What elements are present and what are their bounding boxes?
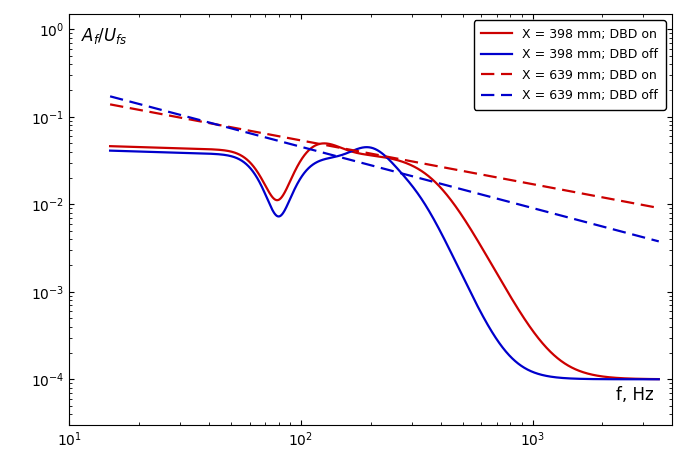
X = 398 mm; DBD on	[639, 376, 647, 382]
X = 398 mm; DBD off	[134, 149, 142, 154]
Line: X = 398 mm; DBD on: X = 398 mm; DBD on	[110, 143, 659, 379]
X = 398 mm; DBD on	[106, 143, 114, 149]
X = 398 mm; DBD off	[358, 145, 367, 150]
Line: X = 639 mm; DBD off: X = 639 mm; DBD off	[110, 97, 659, 241]
X = 398 mm; DBD off	[655, 377, 663, 382]
X = 639 mm; DBD on	[134, 107, 142, 112]
X = 639 mm; DBD off	[106, 94, 114, 99]
Line: X = 639 mm; DBD on: X = 639 mm; DBD on	[110, 104, 659, 208]
X = 398 mm; DBD on	[373, 153, 381, 159]
Legend: X = 398 mm; DBD on, X = 398 mm; DBD off, X = 639 mm; DBD on, X = 639 mm; DBD off: X = 398 mm; DBD on, X = 398 mm; DBD off,…	[474, 20, 666, 109]
X = 398 mm; DBD on	[655, 377, 663, 382]
X = 639 mm; DBD off	[538, 208, 546, 213]
X = 398 mm; DBD off	[538, 372, 547, 378]
X = 639 mm; DBD off	[358, 160, 367, 166]
X = 398 mm; DBD on	[538, 340, 547, 346]
X = 639 mm; DBD off	[639, 234, 647, 240]
Text: f, Hz: f, Hz	[616, 387, 654, 405]
X = 398 mm; DBD off	[362, 145, 371, 150]
X = 398 mm; DBD on	[639, 376, 647, 382]
X = 639 mm; DBD off	[638, 234, 647, 240]
X = 639 mm; DBD off	[134, 101, 142, 107]
X = 639 mm; DBD on	[538, 183, 546, 189]
X = 639 mm; DBD off	[655, 238, 663, 244]
X = 398 mm; DBD off	[106, 148, 114, 153]
X = 398 mm; DBD on	[320, 140, 328, 146]
X = 398 mm; DBD off	[639, 377, 647, 382]
X = 639 mm; DBD on	[639, 202, 647, 208]
X = 639 mm; DBD on	[655, 205, 663, 211]
X = 398 mm; DBD off	[639, 377, 647, 382]
Line: X = 398 mm; DBD off: X = 398 mm; DBD off	[110, 147, 659, 379]
X = 639 mm; DBD on	[373, 152, 381, 158]
Text: $A_f/U_{fs}$: $A_f/U_{fs}$	[81, 26, 128, 46]
X = 398 mm; DBD off	[373, 147, 381, 153]
X = 398 mm; DBD on	[358, 151, 367, 157]
X = 398 mm; DBD on	[134, 144, 142, 150]
X = 639 mm; DBD on	[638, 202, 647, 208]
X = 639 mm; DBD on	[358, 149, 367, 155]
X = 639 mm; DBD on	[106, 102, 114, 107]
X = 639 mm; DBD off	[373, 164, 381, 170]
